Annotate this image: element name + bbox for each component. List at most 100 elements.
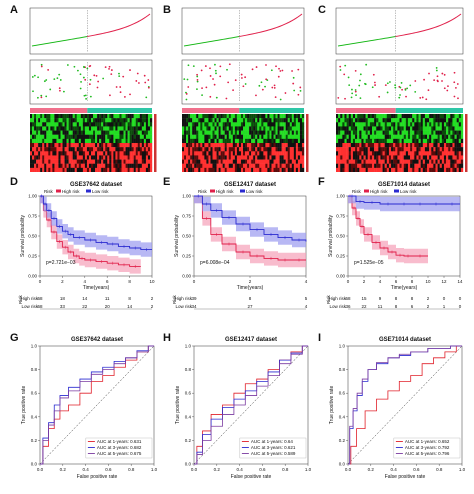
heatmap-cell (297, 126, 301, 131)
heatmap-cell (192, 147, 195, 152)
heatmap-cell (240, 118, 244, 123)
heatmap-cell (78, 138, 82, 144)
heatmap-cell (281, 138, 284, 144)
heatmap-cell (125, 138, 128, 144)
heatmap-cell (86, 114, 90, 119)
heatmap-cell (285, 138, 288, 144)
heatmap-cell (429, 130, 432, 135)
heatmap-cell (188, 167, 191, 172)
heatmap-cell (188, 130, 191, 135)
heatmap-cell (149, 163, 153, 169)
heatmap-cell (348, 138, 352, 144)
heatmap-cell (68, 114, 71, 119)
heatmap-cell (452, 122, 455, 127)
heatmap-cell (133, 167, 136, 172)
heatmap-cell (422, 122, 426, 127)
heatmap-cell (44, 167, 47, 172)
heatmap-cell (44, 118, 47, 123)
heatmap-cell (194, 130, 197, 135)
heatmap-cell (38, 155, 41, 160)
x-tick-label: 0.2 (214, 467, 221, 472)
heatmap-cell (42, 130, 45, 135)
legend-title: Risk (352, 189, 361, 194)
heatmap-cell (450, 118, 453, 123)
heatmap-cell (348, 126, 352, 131)
heatmap-cell (141, 159, 145, 164)
heatmap-cell (66, 122, 69, 127)
heatmap-cell (452, 143, 455, 148)
heatmap-cell (446, 159, 449, 164)
heatmap-cell (371, 147, 375, 152)
heatmap-cell (52, 163, 55, 169)
heatmap-cell (279, 163, 282, 169)
heatmap-cell (452, 155, 455, 160)
heatmap-cell (407, 167, 411, 172)
heatmap-cell (220, 130, 223, 135)
heatmap-cell (346, 151, 349, 156)
heatmap-cell (121, 134, 124, 140)
heatmap-cell (236, 130, 240, 135)
heatmap-cell (204, 134, 207, 140)
heatmap-cell (378, 114, 381, 119)
status-point (97, 80, 100, 83)
x-tick-label: 0.2 (60, 467, 67, 472)
heatmap-cell (388, 163, 392, 169)
y-tick-label: 0.0 (339, 462, 346, 467)
heatmap-cell (386, 122, 390, 127)
heatmap-cell (145, 163, 149, 169)
status-point (372, 73, 375, 76)
heatmap-cell (182, 130, 185, 135)
heatmap-cell (200, 122, 203, 127)
x-tick-label: 0 (347, 279, 350, 284)
heatmap-cell (281, 126, 284, 131)
heatmap-cell (137, 130, 140, 135)
heatmap-cell (101, 122, 104, 127)
heatmap-cell (78, 122, 82, 127)
heatmap-cell (355, 138, 358, 144)
heatmap-cell (289, 147, 292, 152)
heatmap-cell (76, 163, 79, 169)
heatmap-cell (267, 167, 270, 172)
heatmap-cell (64, 159, 67, 164)
heatmap-cell (88, 163, 92, 169)
heatmap-cell (50, 143, 53, 148)
heatmap-cell (103, 126, 106, 131)
heatmap-cell (293, 163, 297, 169)
heatmap-cell (265, 159, 268, 164)
heatmap-cell (74, 163, 77, 169)
status-point (435, 67, 438, 69)
heatmap-cell (259, 134, 262, 140)
heatmap-cell (224, 130, 227, 135)
heatmap-cell (95, 138, 98, 144)
heatmap-cell (204, 130, 207, 135)
heatmap-cell (275, 155, 278, 160)
heatmap-cell (127, 126, 130, 131)
heatmap-cell (103, 163, 106, 169)
heatmap-cell (420, 130, 423, 135)
heatmap-cell (220, 138, 223, 144)
heatmap-cell (44, 122, 47, 127)
heatmap-cell (301, 118, 305, 123)
heatmap-cell (399, 122, 402, 127)
heatmap-cell (240, 143, 244, 148)
heatmap-cell (275, 138, 278, 144)
risk-score-high (86, 13, 151, 38)
x-axis-label: False positive rate (231, 474, 272, 480)
heatmap-cell (369, 163, 373, 169)
heatmap-cell (420, 143, 423, 148)
heatmap-cell (277, 138, 280, 144)
heatmap-cell (204, 159, 207, 164)
heatmap-cell (196, 167, 199, 172)
status-point (185, 98, 188, 101)
heatmap-cell (249, 155, 252, 160)
heatmap-cell (376, 167, 379, 172)
heatmap-cell (127, 143, 130, 148)
heatmap-cell (460, 167, 464, 172)
heatmap-cell (291, 147, 295, 152)
heatmap-cell (220, 167, 223, 172)
heatmap-cell (95, 143, 98, 148)
heatmap-cell (121, 114, 124, 119)
heatmap-cell (348, 147, 352, 152)
heatmap-cell (363, 147, 366, 152)
